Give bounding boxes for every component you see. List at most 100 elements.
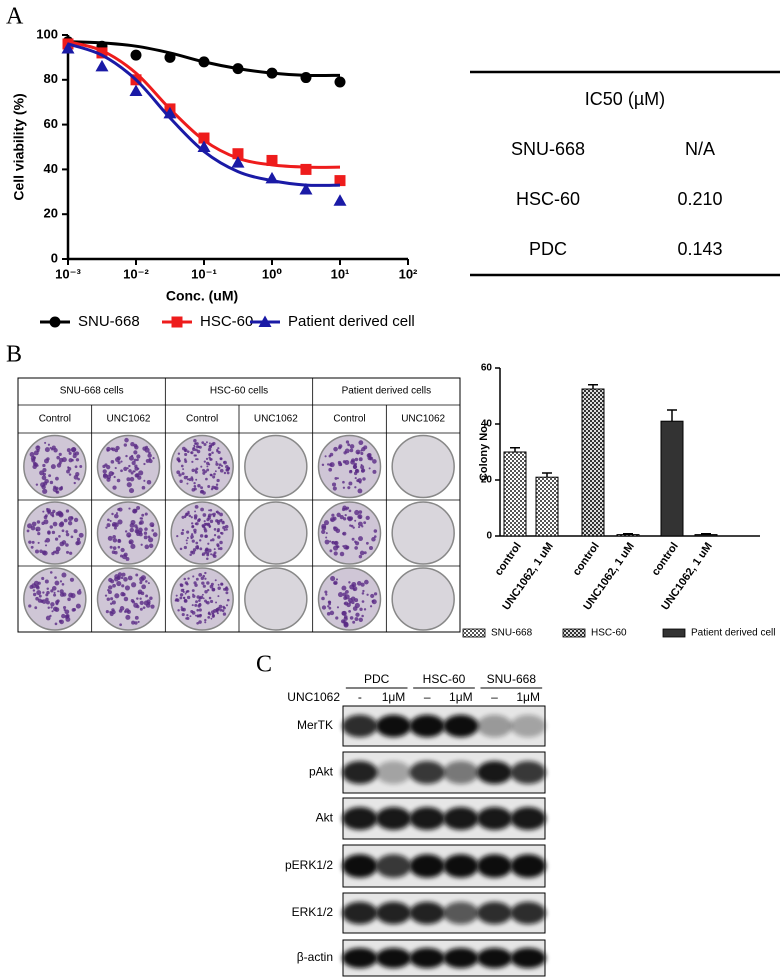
band: [375, 807, 412, 830]
band: [342, 901, 378, 925]
colony: [195, 448, 198, 452]
colony: [190, 550, 194, 554]
colony: [365, 515, 370, 521]
colony: [371, 599, 377, 605]
colony: [139, 581, 143, 585]
colony: [112, 535, 116, 539]
colony: [124, 437, 129, 443]
colony: [29, 451, 35, 457]
colony: [112, 583, 116, 588]
colony: [128, 488, 135, 494]
colony: [372, 469, 377, 474]
error-bar: [667, 409, 677, 422]
colony: [329, 610, 335, 616]
colony: [195, 522, 199, 526]
marker: [266, 154, 278, 166]
colony: [202, 574, 206, 578]
colony: [128, 464, 131, 468]
colony: [215, 461, 218, 463]
colony: [202, 491, 206, 495]
colony-dish: [244, 434, 308, 499]
colony: [126, 609, 131, 614]
colony: [139, 517, 142, 520]
colony: [46, 507, 49, 511]
colony: [180, 607, 185, 612]
colony: [191, 479, 194, 482]
colony: [193, 445, 196, 448]
colony: [186, 530, 190, 534]
colony: [324, 590, 328, 594]
colony: [354, 486, 357, 489]
marker: [171, 316, 183, 328]
colony: [203, 526, 206, 529]
colony: [217, 547, 221, 551]
colony: [342, 517, 347, 521]
bar: [616, 534, 640, 537]
colony: [65, 532, 70, 537]
colony: [226, 466, 231, 470]
colony: [131, 454, 134, 458]
colony: [329, 462, 335, 468]
colony: [141, 584, 147, 590]
colony: [219, 512, 223, 517]
colony: [195, 577, 199, 581]
colony: [206, 581, 210, 585]
colony: [184, 449, 187, 453]
colony: [191, 604, 194, 607]
colony: [194, 603, 198, 607]
colony: [45, 593, 49, 597]
colony: [183, 599, 188, 603]
colony: [130, 471, 134, 475]
colony: [49, 480, 54, 485]
colony: [339, 514, 344, 520]
colony: [181, 472, 185, 476]
colony: [195, 442, 199, 446]
colony: [186, 450, 190, 454]
colony: [176, 534, 179, 538]
band: [342, 761, 378, 784]
colony: [129, 476, 135, 482]
colony: [199, 539, 202, 542]
colony: [61, 457, 67, 463]
colony: [30, 545, 34, 549]
colony: [344, 448, 350, 454]
colony: [134, 445, 139, 450]
colony: [190, 533, 194, 536]
treatment-label: UNC1062: [287, 690, 340, 704]
colony: [351, 537, 355, 541]
colony: [338, 462, 343, 467]
colony: [61, 572, 67, 578]
colony: [188, 514, 192, 518]
colony: [117, 461, 121, 465]
colony: [213, 534, 217, 537]
colony: [177, 609, 180, 612]
colony: [136, 454, 141, 459]
colony: [321, 525, 327, 531]
colony: [32, 461, 37, 466]
colony: [206, 465, 209, 468]
colony: [144, 527, 148, 531]
colony: [139, 576, 145, 582]
colony: [143, 479, 146, 482]
colony: [67, 521, 73, 526]
band: [443, 807, 479, 830]
group-header: HSC-60 cells: [210, 386, 268, 397]
colony: [122, 592, 126, 597]
colony: [109, 545, 113, 549]
colony: [41, 475, 47, 481]
colony: [45, 600, 50, 605]
colony: [64, 609, 70, 615]
colony: [42, 550, 48, 556]
colony: [112, 485, 117, 490]
colony: [151, 529, 154, 532]
band: [375, 854, 412, 878]
colony: [152, 532, 158, 537]
colony-dish: [244, 567, 308, 631]
colony: [107, 589, 110, 592]
colony: [187, 577, 190, 580]
colony: [208, 456, 211, 459]
colony: [360, 465, 365, 470]
colony: [56, 599, 60, 603]
colony: [32, 464, 37, 470]
colony: [202, 584, 206, 588]
